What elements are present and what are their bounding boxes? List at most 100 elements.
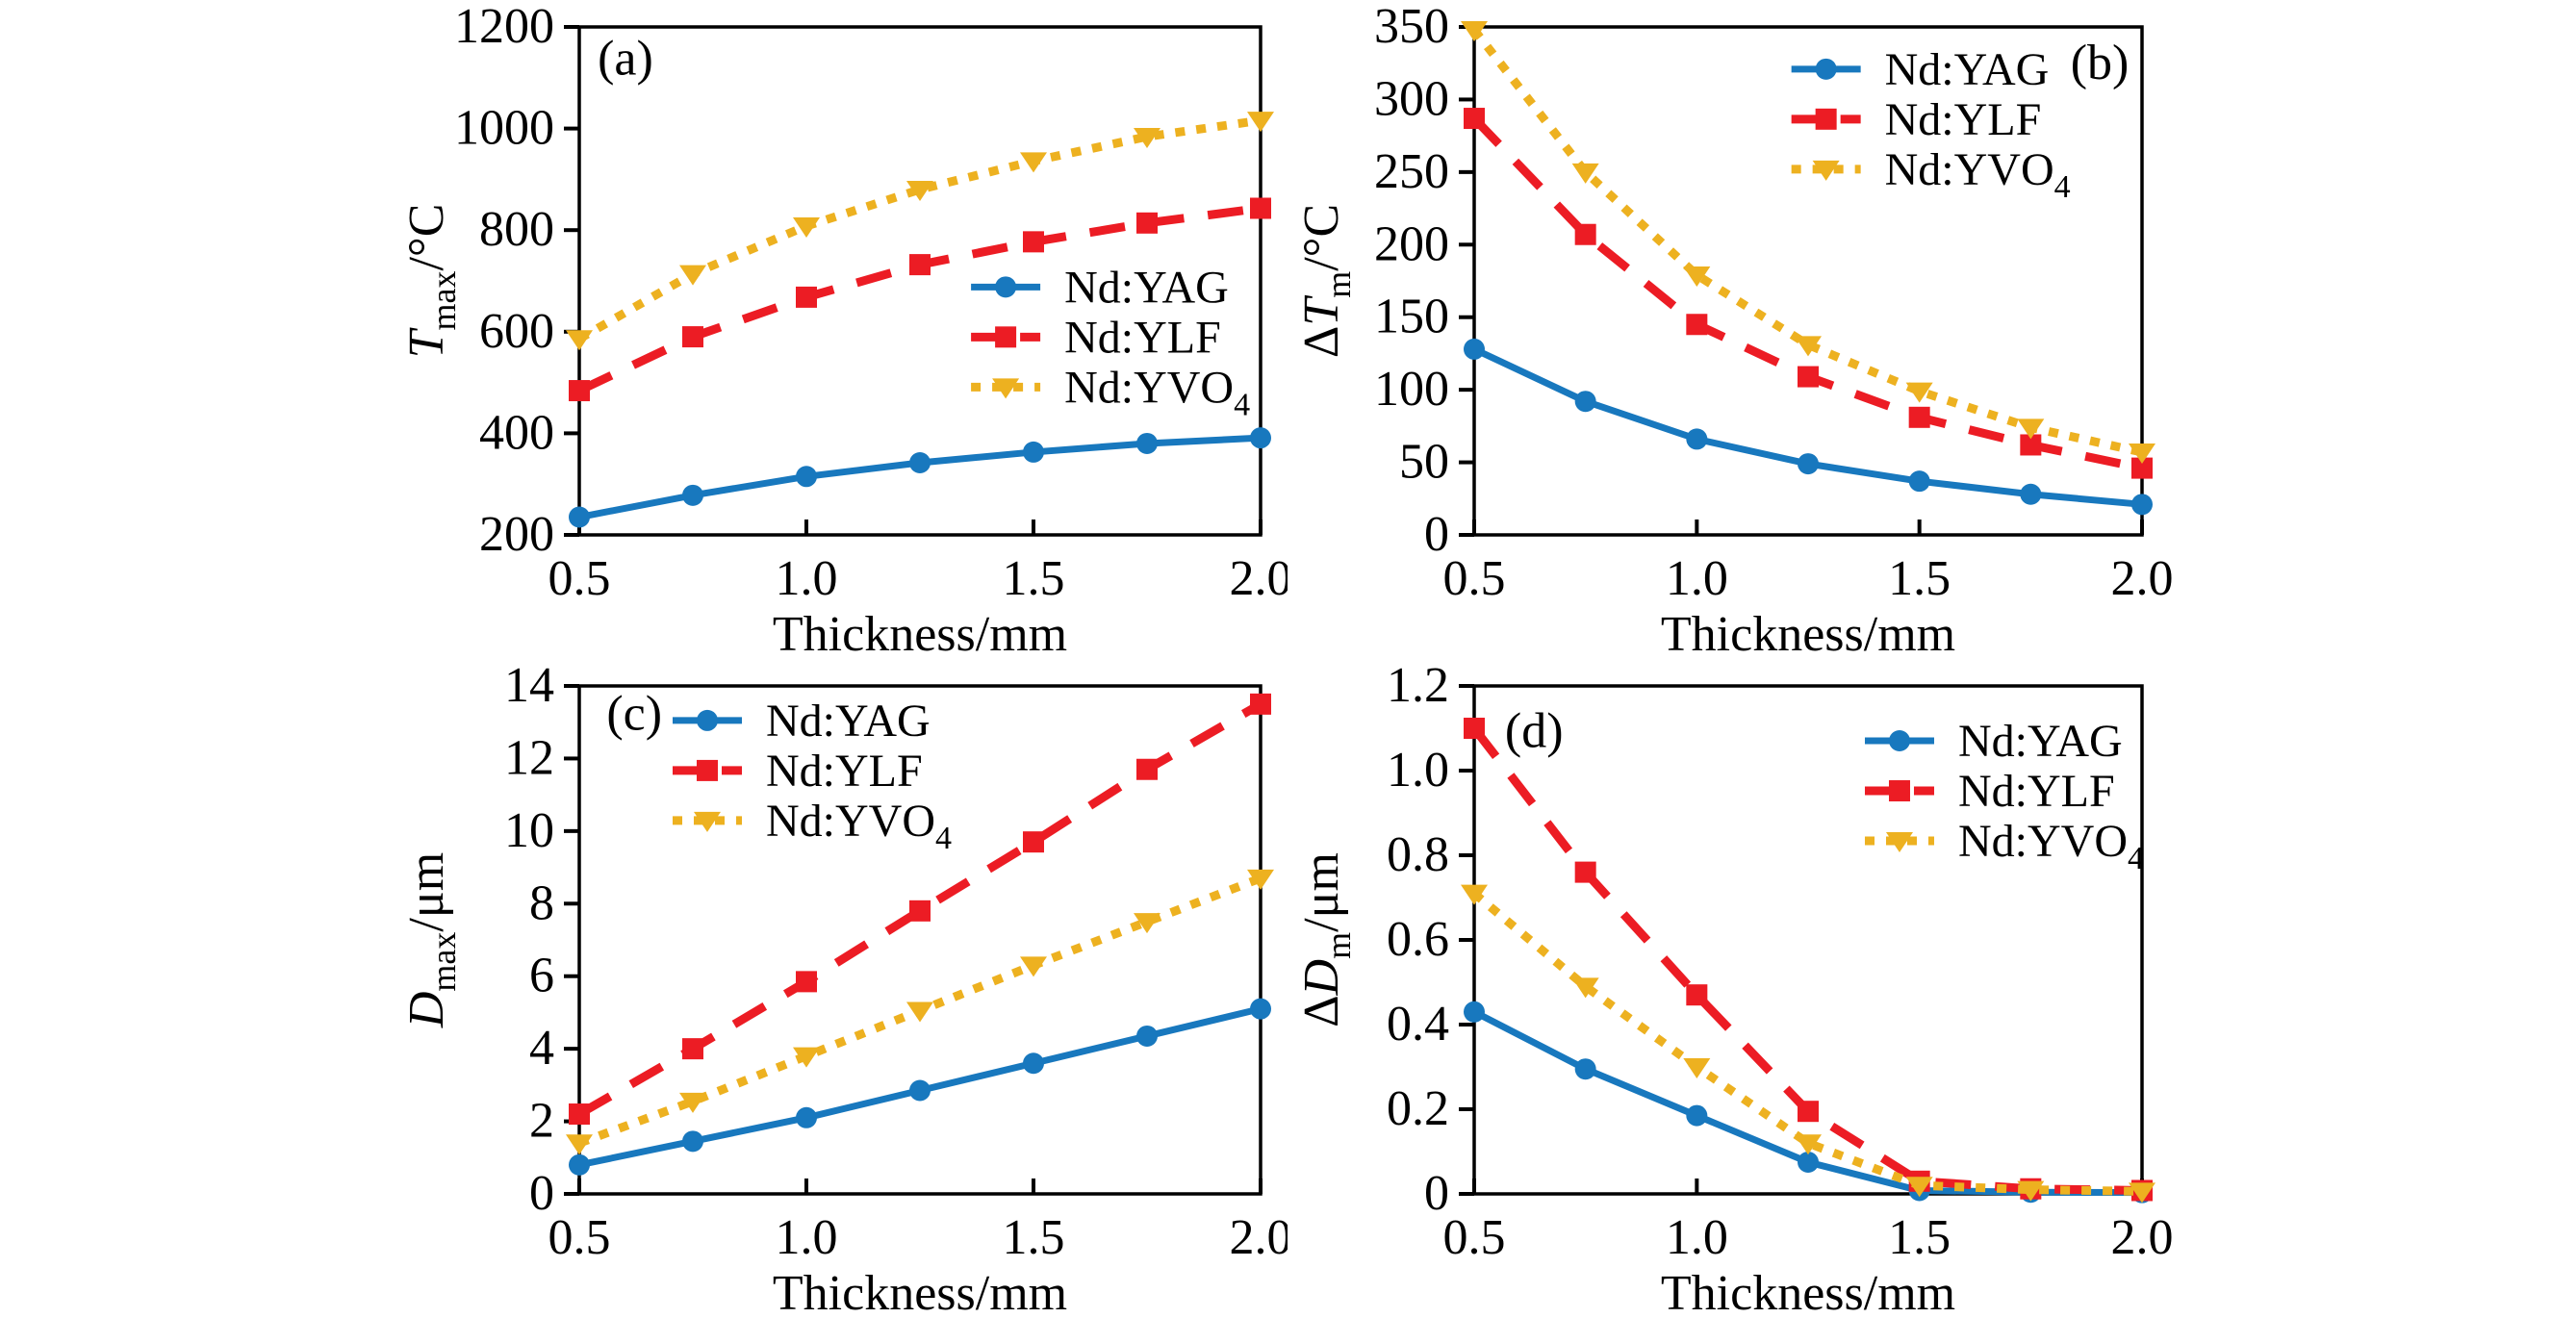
series-marker-ndyag — [1023, 1052, 1044, 1075]
chart-panel-a: 0.5 1.0 1.5 2.0 200 400 600 800 1000 1200 Thicknes… — [399, 0, 1288, 659]
legend-label-ndyvo4: Nd:YVO4 — [766, 796, 952, 856]
series-marker-ndyvo4 — [2017, 1180, 2045, 1202]
series-marker-ndyag — [1023, 441, 1044, 463]
y-tick-label: 150 — [1374, 290, 1449, 344]
x-tick-label: 2.0 — [1230, 551, 1288, 606]
series-marker-ndyvo4 — [1461, 21, 1488, 42]
legend-marker-ndylf — [995, 326, 1017, 348]
legend-marker-ndyvo4 — [1812, 160, 1840, 181]
x-tick-label: 2.0 — [2111, 551, 2174, 606]
x-axis-label: Thickness/mm — [1661, 607, 1955, 659]
legend-label-ndyag: Nd:YAG — [1064, 262, 1229, 313]
series-marker-ndyag — [682, 1130, 703, 1153]
series-marker-ndylf — [682, 1038, 703, 1060]
y-tick-label: 0 — [1424, 507, 1449, 562]
x-tick-label: 0.5 — [548, 1210, 611, 1265]
series-marker-ndylf — [1908, 406, 1930, 428]
y-tick-label: 1.0 — [1387, 743, 1449, 798]
y-tick-label: 800 — [479, 202, 554, 257]
series-marker-ndyvo4 — [1461, 884, 1488, 905]
series-line-ndyag — [578, 434, 1262, 520]
legend-label-ndyvo4: Nd:YVO4 — [1885, 144, 2071, 205]
series-marker-ndyvo4 — [906, 1001, 933, 1023]
chart-panel-c: 0.5 1.0 1.5 2.0 0 2 4 6 8 10 12 14 Thickness/mm Dmax/… — [399, 659, 1288, 1318]
y-tick-label: 0.4 — [1387, 997, 1449, 1052]
series-marker-ndylf — [1464, 108, 1485, 130]
series-marker-ndyvo4 — [793, 1047, 820, 1068]
legend-label-ndyvo4: Nd:YVO4 — [1064, 362, 1250, 422]
series-marker-ndyag — [796, 1106, 817, 1128]
y-tick-label: 12 — [504, 730, 554, 785]
series-marker-ndyvo4 — [1571, 977, 1599, 999]
y-tick-label: 1.2 — [1387, 659, 1449, 713]
series-marker-ndyvo4 — [1683, 1058, 1711, 1078]
y-tick-label: 10 — [504, 803, 554, 858]
x-tick-label: 2.0 — [2111, 1210, 2174, 1265]
y-tick-label: 600 — [479, 304, 554, 359]
legend-marker-ndylf — [696, 759, 718, 781]
series-marker-ndyag — [569, 1153, 590, 1176]
series-marker-ndyvo4 — [2129, 444, 2155, 465]
series-marker-ndyvo4 — [679, 1092, 706, 1113]
series-marker-ndylf — [796, 286, 817, 308]
series-marker-ndyag — [1136, 432, 1158, 454]
y-axis-label: ΔTm/°C — [1294, 204, 1358, 358]
series-marker-ndylf — [1574, 861, 1596, 883]
y-tick-label: 1000 — [454, 101, 554, 156]
series-marker-ndylf — [1798, 366, 1819, 388]
series-marker-ndyag — [909, 1079, 931, 1102]
y-tick-label: 50 — [1399, 435, 1449, 490]
series-marker-ndyag — [1250, 998, 1271, 1020]
y-tick-label: 300 — [1374, 71, 1449, 126]
series-marker-ndyag — [1686, 1104, 1708, 1127]
x-tick-label: 1.0 — [1666, 1210, 1728, 1265]
legend-label-ndyag: Nd:YAG — [1885, 44, 2050, 95]
series-marker-ndyag — [1136, 1025, 1158, 1047]
series-marker-ndylf — [1686, 984, 1708, 1006]
legend-marker-ndyag — [995, 276, 1017, 298]
series-marker-ndyag — [569, 506, 590, 528]
series-marker-ndyag — [1686, 428, 1708, 450]
series-marker-ndyag — [2131, 494, 2153, 516]
plot-frame — [1472, 25, 2144, 537]
y-axis-label: Tmax/°C — [399, 204, 463, 359]
series-marker-ndylf — [1136, 758, 1158, 780]
series-marker-ndylf — [1250, 693, 1271, 715]
panel-label: (d) — [1505, 703, 1564, 758]
series-marker-ndyvo4 — [1571, 163, 1599, 184]
y-tick-label: 350 — [1374, 0, 1449, 54]
y-tick-label: 2 — [529, 1094, 554, 1149]
legend-label-ndylf: Nd:YLF — [1064, 312, 1221, 363]
series-marker-ndyvo4 — [1247, 112, 1274, 133]
y-tick-label: 200 — [479, 507, 554, 562]
x-tick-label: 1.0 — [776, 551, 838, 606]
series-marker-ndyag — [796, 466, 817, 488]
series-marker-ndyvo4 — [1795, 336, 1822, 357]
legend-marker-ndylf — [1888, 780, 1910, 802]
x-tick-label: 1.0 — [776, 1210, 838, 1265]
series-marker-ndyvo4 — [1795, 1134, 1822, 1155]
y-tick-label: 8 — [529, 875, 554, 930]
series-marker-ndyvo4 — [906, 180, 933, 201]
plot-frame — [577, 684, 1262, 1196]
x-tick-label: 1.0 — [1666, 551, 1728, 606]
series-marker-ndylf — [2131, 457, 2153, 479]
legend-marker-ndylf — [1815, 108, 1837, 130]
x-tick-label: 1.5 — [1003, 1210, 1065, 1265]
x-tick-label: 1.5 — [1888, 551, 1951, 606]
y-tick-label: 250 — [1374, 144, 1449, 199]
legend-label-ndyag: Nd:YAG — [766, 696, 931, 747]
series-marker-ndyag — [1798, 1152, 1819, 1173]
series-marker-ndyvo4 — [1247, 869, 1274, 890]
chart-panel-b: 0.5 1.0 1.5 2.0 0 50 100 150 200 250 300 350 Thickne… — [1294, 0, 2174, 659]
x-axis-label: Thickness/mm — [773, 1266, 1067, 1318]
y-tick-label: 0 — [1424, 1166, 1449, 1221]
series-marker-ndylf — [909, 254, 931, 276]
series-marker-ndylf — [1023, 831, 1044, 853]
x-tick-label: 0.5 — [1443, 1210, 1506, 1265]
y-axis-label: ΔDm/μm — [1294, 852, 1358, 1027]
y-tick-label: 0.6 — [1387, 912, 1449, 967]
y-tick-label: 100 — [1374, 362, 1449, 417]
y-tick-label: 0.8 — [1387, 827, 1449, 882]
x-axis-label: Thickness/mm — [773, 607, 1067, 659]
